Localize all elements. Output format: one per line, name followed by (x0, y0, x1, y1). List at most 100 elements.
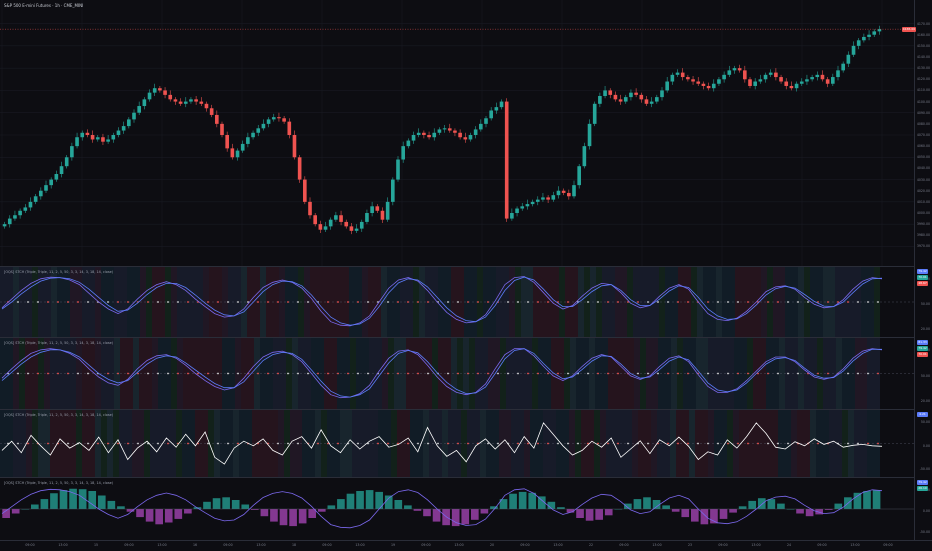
price-chart[interactable] (0, 0, 914, 266)
regime-band (632, 410, 638, 477)
signal-dot-white (847, 442, 849, 445)
signal-dot-white (487, 442, 489, 445)
candle (121, 126, 126, 131)
histogram-chart[interactable] (0, 478, 914, 540)
candle (396, 159, 400, 180)
signal-dot-red (117, 442, 119, 445)
candle (494, 107, 499, 111)
candle (349, 226, 354, 231)
signal-dot-white (237, 372, 239, 375)
candle (479, 123, 483, 130)
candle (230, 148, 235, 158)
signal-dot-white (307, 301, 309, 303)
regime-band (284, 410, 290, 477)
signal-dot-red (317, 372, 319, 375)
regime-band (556, 410, 569, 477)
regime-band (76, 338, 82, 409)
signal-dot-red (257, 301, 259, 303)
candle (13, 215, 17, 219)
signal-dot-red (277, 301, 279, 303)
regime-band (524, 410, 530, 477)
signal-dot-white (637, 372, 639, 375)
time-tick-label: 23 (687, 543, 693, 547)
candle (561, 190, 566, 193)
price-axis[interactable] (914, 0, 932, 540)
candle (551, 195, 556, 200)
d-line (1, 276, 883, 326)
signal-dot-white (857, 301, 859, 303)
histogram-bar (729, 509, 737, 513)
signal-dot-white (767, 442, 769, 445)
candle (168, 94, 173, 100)
price-tick-label: 4060.00 (916, 144, 930, 149)
signal-dot-red (407, 372, 409, 375)
signal-dot-white (697, 442, 699, 445)
histogram-bar (59, 490, 68, 509)
indicator-value-badge: 48.67 (917, 281, 928, 286)
histogram-bar (537, 496, 546, 509)
histogram-bar (279, 509, 288, 526)
signal-dot-red (187, 442, 189, 445)
candle (794, 83, 799, 89)
pane-divider[interactable] (0, 337, 914, 338)
histogram-bar (738, 506, 747, 509)
signal-dot-red (167, 442, 169, 445)
signal-dot-red (457, 442, 459, 445)
signal-dot-white (797, 372, 799, 375)
candle (401, 146, 405, 160)
time-tick-label: 13:00 (850, 543, 860, 547)
histogram-bar (796, 509, 804, 514)
regime-band (228, 267, 241, 337)
candle (629, 92, 633, 98)
signal-dot-red (527, 372, 529, 375)
signal-dot-white (507, 372, 509, 375)
regime-band (32, 267, 38, 337)
pane-divider[interactable] (0, 266, 914, 267)
candle (706, 85, 711, 89)
candle (163, 90, 167, 95)
oscillator-chart[interactable] (0, 410, 914, 477)
histogram-bar (643, 497, 651, 509)
signal-dot-red (387, 372, 389, 375)
indicator-pane-2[interactable]: [OQS] STCH (Triple, Triple, 11, 2, 5, 50… (0, 338, 914, 409)
stoch-chart-2[interactable] (0, 338, 914, 409)
indicator-pane-1[interactable]: [OQS] STCH (Triple, Triple, 11, 2, 5, 50… (0, 267, 914, 337)
candle (587, 123, 592, 147)
time-tick-label: 13:00 (256, 543, 266, 547)
signal-dot-red (617, 442, 619, 445)
candle (722, 74, 726, 80)
regime-band (425, 267, 438, 337)
candle (33, 196, 38, 202)
candle (28, 201, 33, 208)
histogram-bar (289, 509, 297, 527)
signal-dot-white (877, 301, 879, 303)
regime-band (336, 267, 349, 337)
histogram-bar (384, 495, 393, 509)
stoch-chart-1[interactable] (0, 267, 914, 337)
signal-dot-red (687, 301, 689, 303)
regime-band (32, 410, 38, 477)
histogram-bar (451, 509, 460, 527)
time-axis[interactable] (0, 540, 932, 551)
indicator-value-badge: 79.42 (917, 269, 928, 274)
regime-band (496, 267, 509, 337)
price-pane[interactable]: S&P 500 E-mini Futures · 1h · CME_MINI (0, 0, 914, 266)
indicator-pane-4[interactable]: [OQS] STCH (Triple, Triple, 11, 2, 5, 50… (0, 478, 914, 540)
price-tick-label: 4010.00 (916, 199, 930, 204)
pane-divider[interactable] (0, 477, 914, 478)
candle (111, 135, 116, 140)
signal-dot-white (17, 372, 19, 375)
signal-dot-red (267, 372, 269, 375)
signal-dot-red (327, 442, 329, 445)
pane-divider[interactable] (0, 409, 914, 410)
regime-band (696, 338, 702, 409)
regime-band (640, 338, 646, 409)
signal-dot-red (197, 372, 199, 375)
candle (303, 179, 307, 202)
indicator-pane-3[interactable]: [OQS] STCH (Triple, Triple, 11, 2, 5, 50… (0, 410, 914, 477)
time-tick-label: 13:00 (157, 543, 167, 547)
indicator-tick-label: 20.00 (920, 327, 930, 331)
signal-dot-red (357, 301, 359, 303)
histogram-bar (184, 509, 192, 514)
signal-dot-red (257, 372, 259, 375)
